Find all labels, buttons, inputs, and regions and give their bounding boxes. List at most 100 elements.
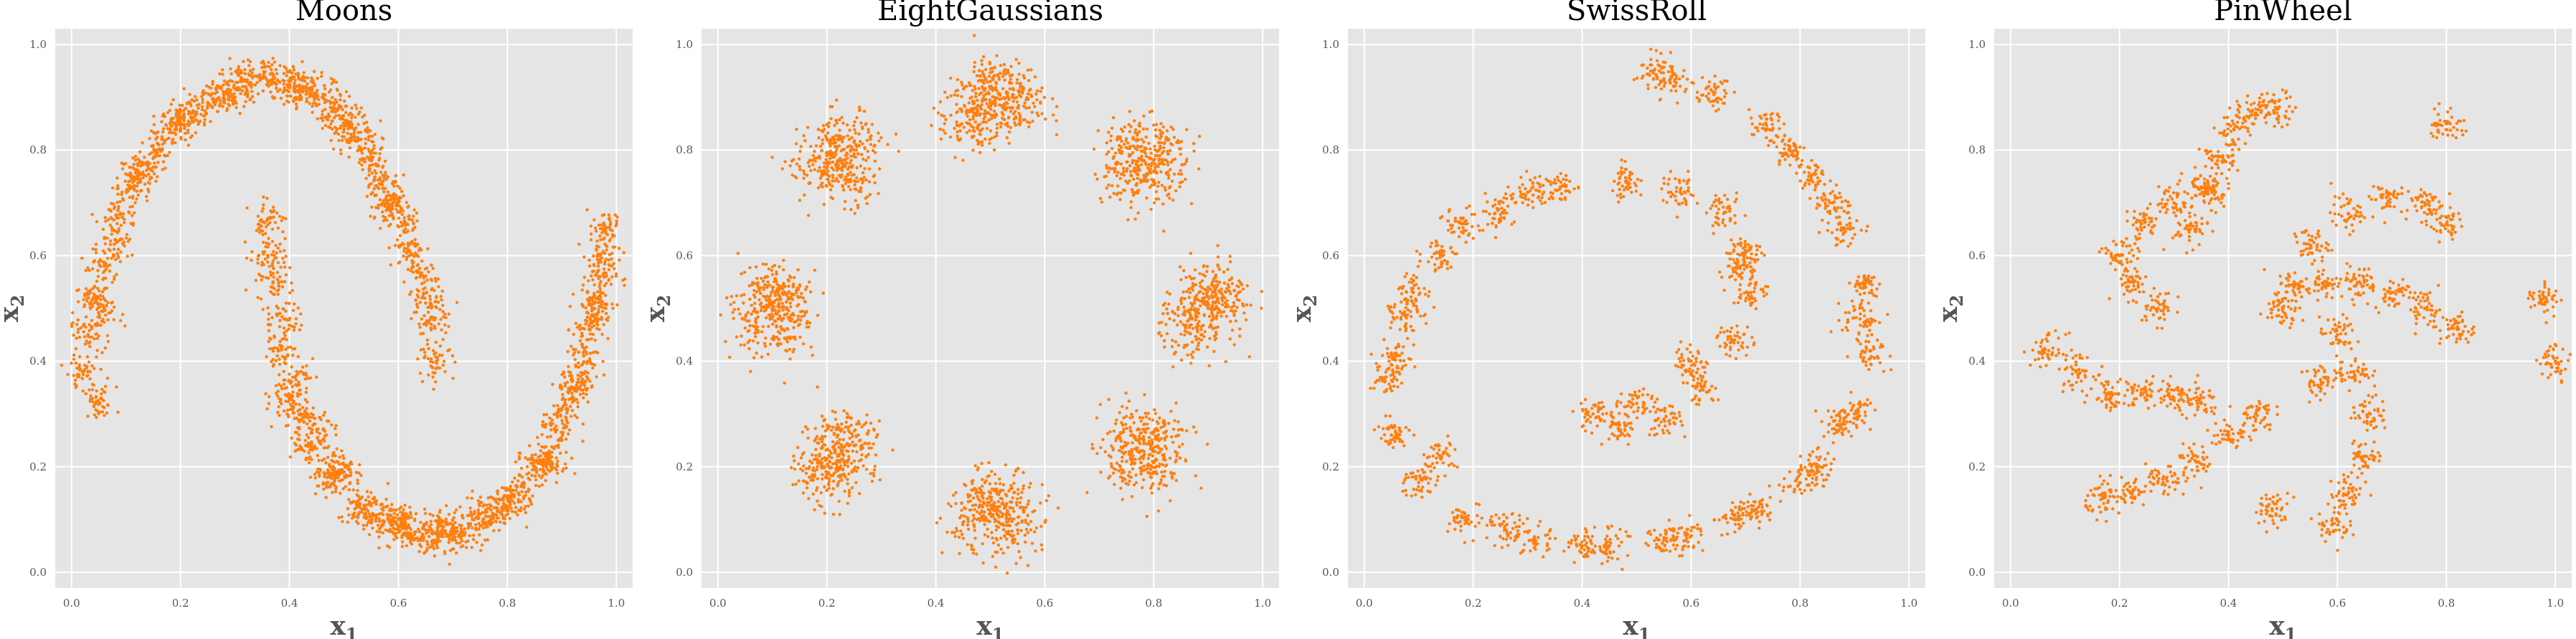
data-point (340, 515, 344, 519)
data-point (1234, 319, 1238, 323)
data-point (519, 451, 522, 455)
data-point (542, 468, 545, 471)
data-point (290, 436, 293, 440)
data-point (299, 98, 303, 101)
data-point (398, 234, 402, 237)
data-point (439, 295, 443, 298)
data-point (116, 184, 120, 188)
data-point (277, 288, 280, 292)
data-point (282, 103, 286, 106)
data-point (603, 236, 606, 240)
data-point (138, 189, 142, 193)
data-point (275, 72, 279, 76)
data-point (590, 319, 593, 323)
data-point (228, 57, 232, 60)
data-point (372, 176, 377, 179)
data-point (292, 68, 296, 72)
data-point (1159, 122, 1163, 126)
data-point (585, 376, 589, 379)
data-point (600, 303, 603, 307)
data-point (187, 143, 190, 147)
data-point (325, 433, 329, 437)
data-point (298, 383, 301, 387)
data-point (112, 306, 116, 309)
data-point (621, 278, 625, 282)
data-point (438, 508, 442, 512)
data-point (1015, 81, 1019, 85)
data-point (425, 531, 428, 535)
data-point (292, 100, 296, 103)
data-point (90, 388, 95, 392)
data-point (425, 319, 429, 323)
data-point (446, 523, 450, 526)
data-point (275, 251, 278, 255)
data-point (407, 217, 411, 221)
data-point (350, 106, 354, 110)
data-point (164, 123, 168, 127)
data-point (603, 252, 607, 255)
data-point (316, 454, 319, 458)
data-point (536, 461, 540, 465)
data-point (1224, 360, 1228, 364)
data-point (1241, 303, 1245, 307)
data-point (293, 383, 298, 387)
data-point (152, 123, 156, 126)
data-point (591, 278, 595, 282)
data-point (346, 131, 349, 136)
data-point (540, 483, 544, 487)
data-point (1144, 154, 1148, 158)
data-point (1197, 348, 1200, 351)
data-point (1039, 90, 1042, 93)
data-point (1027, 105, 1031, 110)
data-point (446, 349, 450, 353)
data-point (474, 528, 478, 531)
data-point (70, 325, 74, 328)
data-point (114, 238, 118, 242)
data-point (148, 161, 151, 166)
data-point (169, 103, 173, 106)
data-point (546, 435, 549, 439)
data-point (419, 539, 423, 542)
data-point (389, 263, 392, 267)
data-point (369, 515, 374, 519)
data-point (599, 238, 603, 242)
data-point (515, 486, 519, 489)
data-point (544, 422, 548, 426)
data-point (555, 463, 559, 466)
data-point (1178, 147, 1181, 151)
data-point (295, 374, 298, 377)
data-point (276, 389, 280, 393)
data-point (310, 445, 314, 450)
data-point (339, 148, 343, 152)
data-point (578, 392, 582, 397)
data-point (1150, 161, 1154, 165)
data-point (1022, 118, 1025, 122)
data-point (359, 131, 363, 134)
data-point (265, 65, 269, 68)
data-point (582, 275, 586, 279)
data-point (555, 415, 560, 419)
data-point (342, 99, 346, 103)
data-point (141, 141, 144, 145)
data-point (337, 113, 341, 118)
data-point (598, 288, 602, 291)
data-point (163, 153, 166, 157)
data-point (1148, 110, 1152, 114)
data-point (148, 181, 151, 185)
data-point (174, 122, 178, 126)
data-point (545, 457, 549, 461)
data-point (372, 144, 376, 148)
data-point (595, 375, 598, 379)
data-point (602, 323, 605, 326)
data-point (517, 499, 522, 503)
data-point (291, 71, 294, 75)
data-point (206, 106, 209, 110)
data-point (94, 394, 98, 399)
data-point (415, 276, 418, 280)
data-point (275, 211, 279, 215)
data-point (288, 86, 292, 90)
data-point (989, 129, 993, 133)
data-point (991, 95, 994, 99)
data-point (429, 322, 433, 326)
data-point (1207, 364, 1211, 368)
